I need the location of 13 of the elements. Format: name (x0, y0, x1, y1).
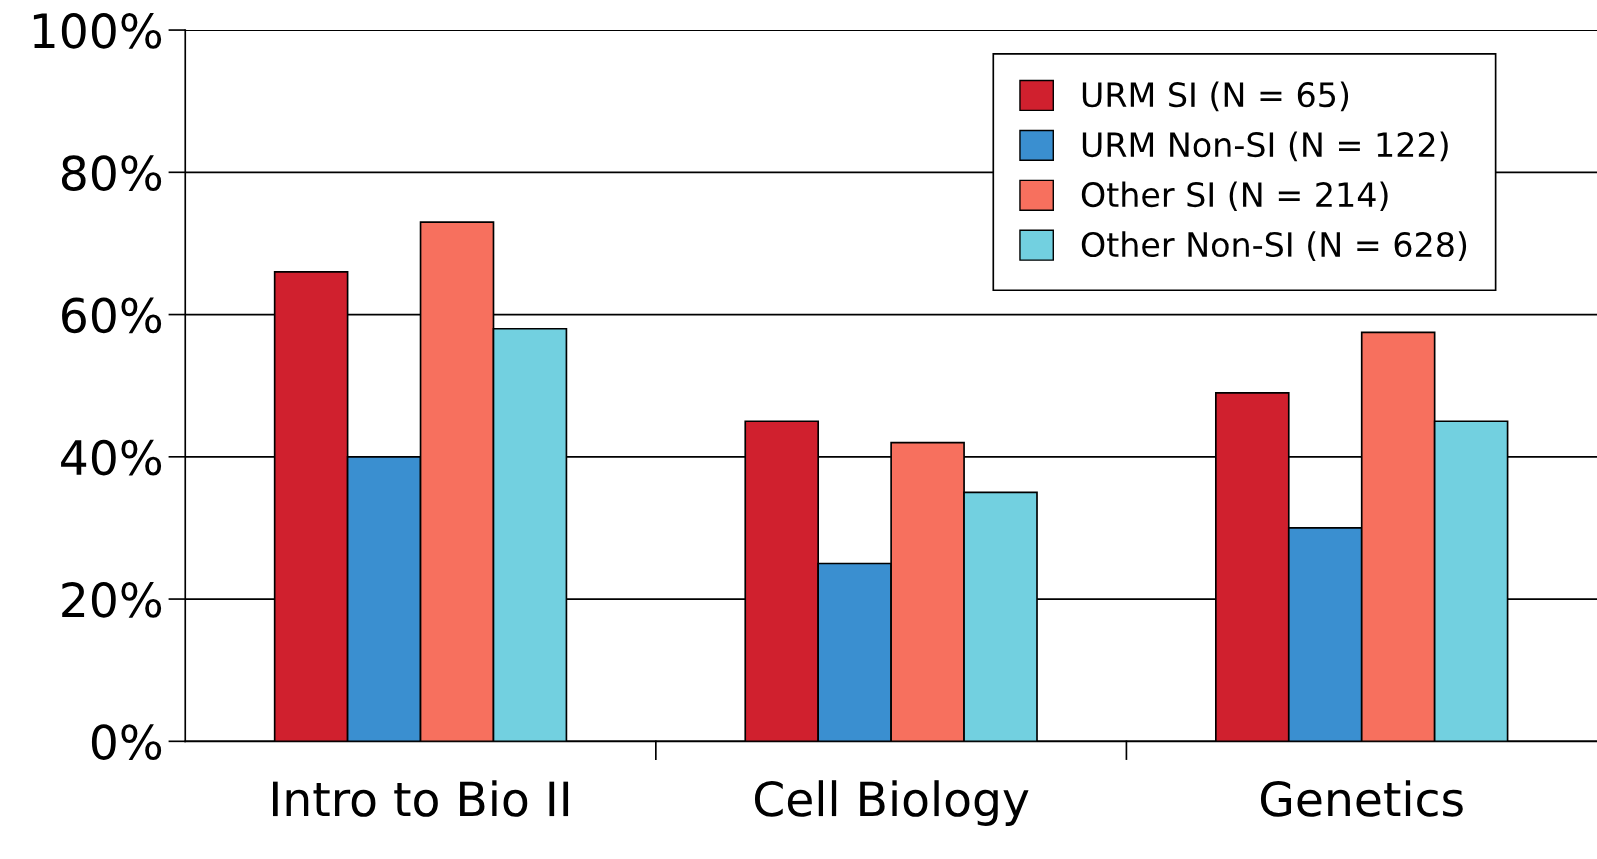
legend-label: URM Non-SI (N = 122) (1082, 131, 1448, 162)
legend-label: Other Non-SI (N = 628) (1081, 231, 1467, 262)
x-tick-label: Genetics (1260, 780, 1463, 817)
y-tick-label: 60% (62, 297, 162, 334)
legend-label: Other SI (N = 214) (1081, 181, 1388, 212)
y-tick-label: 0% (91, 724, 162, 760)
y-tick-label: 40% (61, 439, 162, 476)
x-tick-label: Intro to Bio II (273, 780, 569, 817)
x-tick-label: Cell Biology (754, 780, 1029, 826)
legend-label: URM SI (N = 65) (1082, 81, 1349, 112)
y-tick-label: 80% (61, 155, 162, 191)
y-tick-label: 20% (62, 581, 162, 618)
y-tick-label: 100% (33, 12, 162, 49)
